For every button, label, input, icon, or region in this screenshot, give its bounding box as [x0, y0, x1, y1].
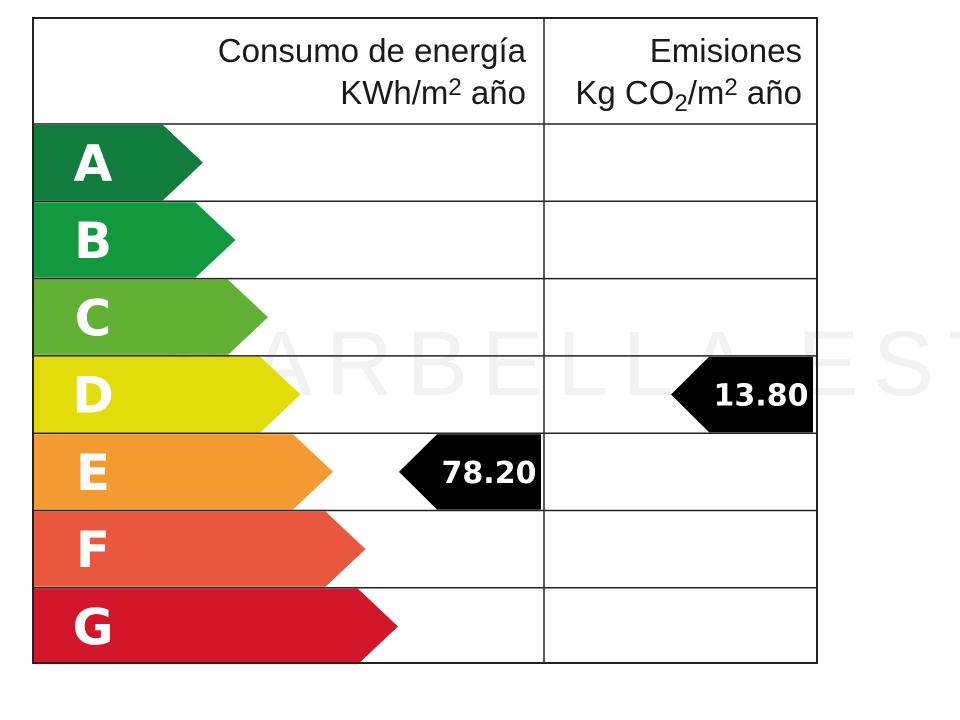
rating-letter-g: G	[72, 598, 113, 656]
consumption-indicator: 78.20	[399, 434, 541, 510]
rating-letter-f: F	[76, 521, 110, 579]
consumption-unit: KWh/m2 año	[340, 74, 526, 111]
table-grid	[32, 17, 818, 664]
rating-bar-a	[33, 125, 203, 201]
emissions-indicator: 13.80	[671, 356, 813, 433]
emissions-unit: Kg CO2/m2 año	[575, 74, 802, 117]
rating-letter-d: D	[72, 367, 114, 425]
rating-bar-e	[33, 434, 333, 510]
rating-bar-d	[33, 356, 301, 433]
rating-bar-g	[33, 588, 398, 665]
emissions-header: Emisiones	[650, 32, 802, 69]
emissions-unit-sup: 2	[724, 74, 737, 101]
consumption-unit-sup: 2	[448, 74, 461, 101]
rating-letter-c: C	[75, 289, 112, 347]
emissions-indicator-arrow	[671, 356, 813, 433]
rating-bar-b	[33, 202, 236, 278]
emissions-value: 13.80	[714, 379, 809, 414]
rating-letter-b: B	[74, 212, 112, 270]
rating-bar-c	[33, 279, 268, 355]
emissions-unit-sub: 2	[674, 90, 687, 117]
consumption-header: Consumo de energía	[218, 32, 527, 69]
consumption-indicator-arrow	[399, 434, 541, 510]
rating-letter-a: A	[74, 135, 113, 193]
rating-letter-e: E	[76, 444, 110, 502]
rating-bar-f	[33, 511, 366, 587]
consumption-value: 78.20	[442, 456, 537, 491]
